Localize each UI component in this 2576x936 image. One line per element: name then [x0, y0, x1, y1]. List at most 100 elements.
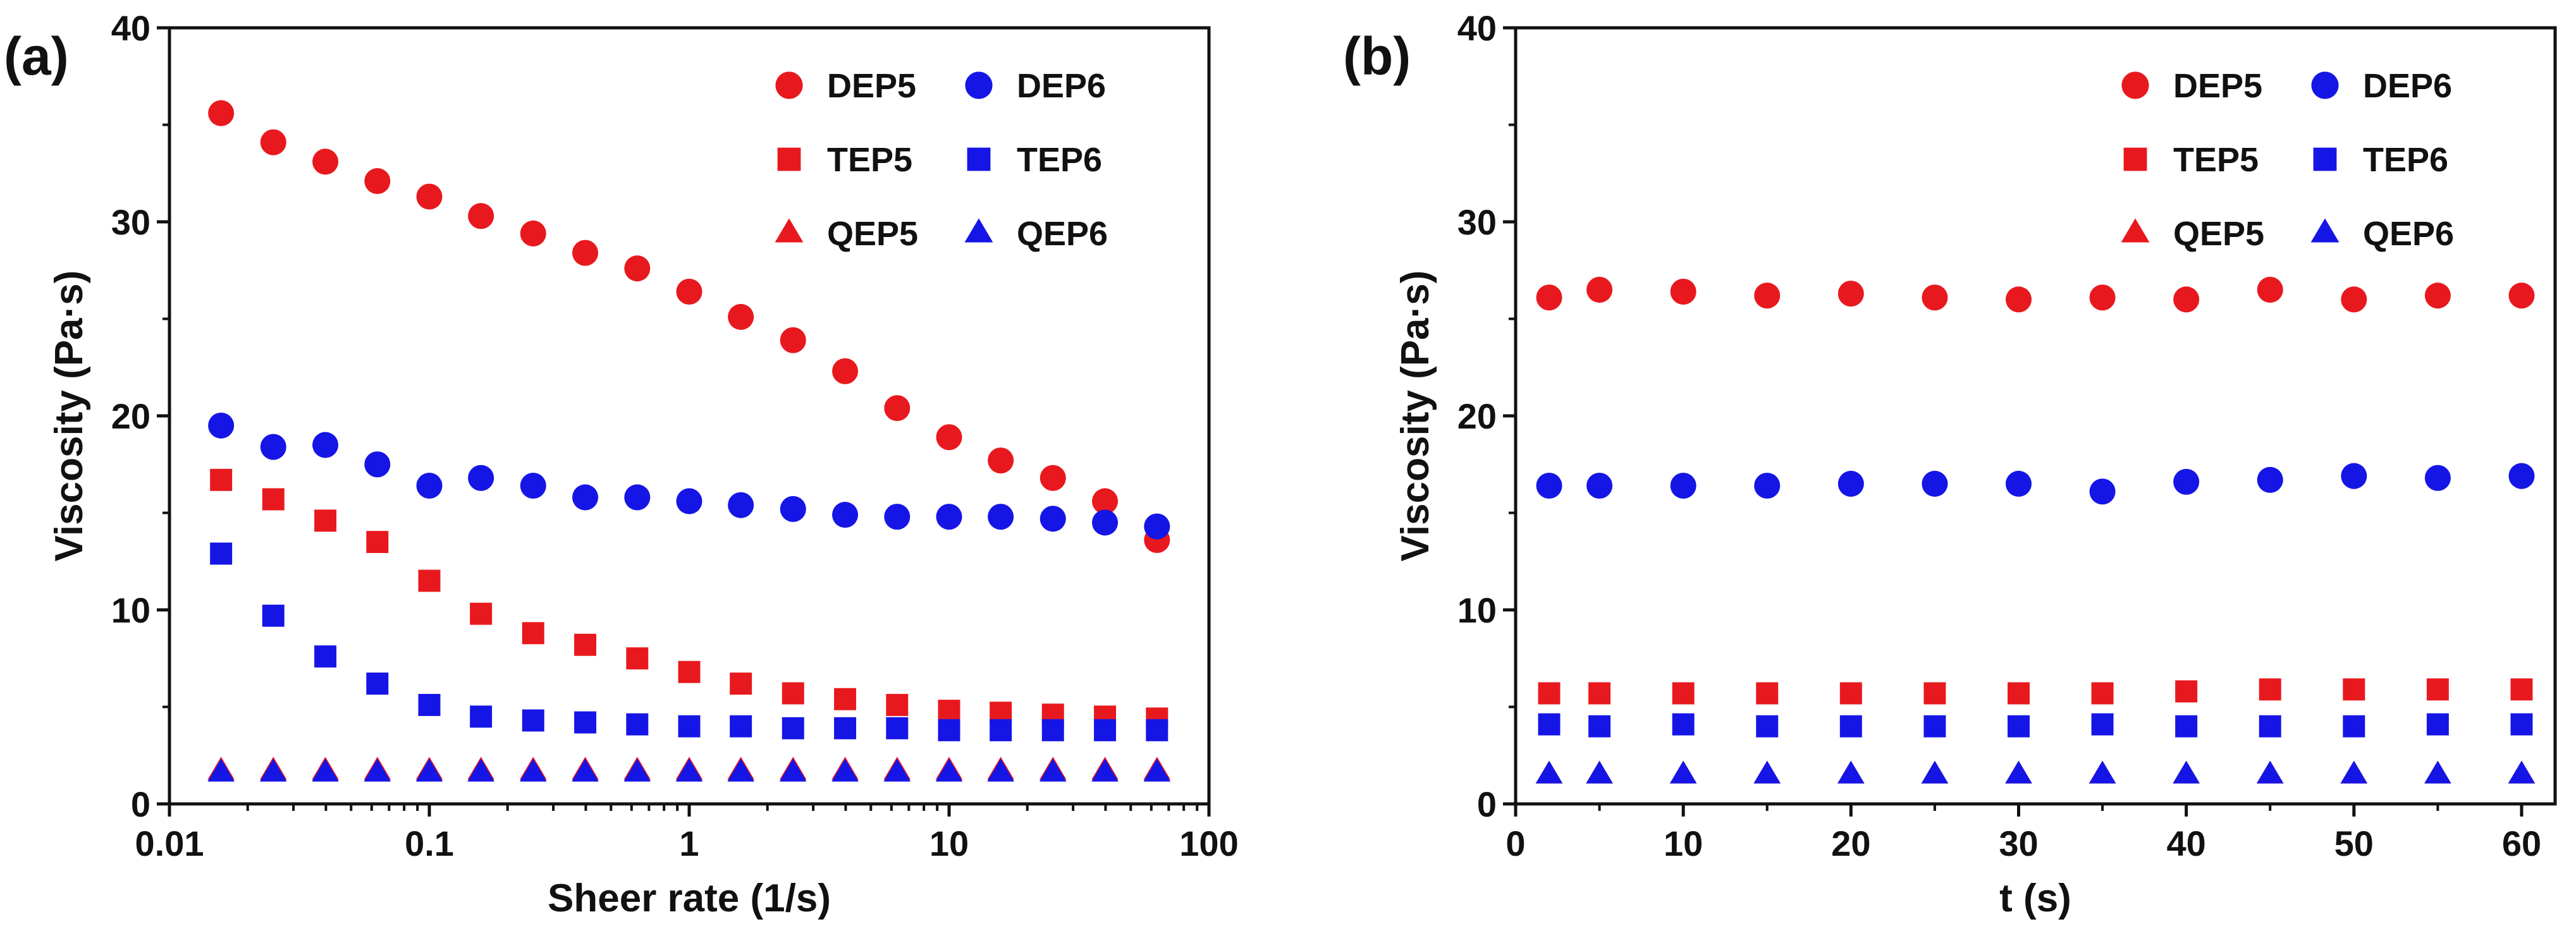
legend: DEP5 TEP5 QEP5 DEP6 TEP6 QEP6 [775, 67, 1108, 253]
data-point [727, 758, 754, 782]
data-point [312, 149, 339, 175]
data-point [1538, 713, 1561, 736]
y-tick-label: 40 [111, 8, 150, 48]
y-tick-label: 10 [111, 590, 150, 630]
data-point [2173, 468, 2200, 495]
data-point [1672, 682, 1695, 705]
data-point [623, 758, 651, 782]
y-axis-title: Viscosity (Pa·s) [1394, 270, 1437, 562]
data-point [364, 168, 391, 195]
data-point [987, 758, 1014, 782]
data-point [2424, 465, 2451, 491]
data-point [1754, 283, 1781, 309]
data-point [1146, 719, 1168, 741]
series-dep6 [1536, 463, 2535, 505]
data-point [938, 719, 960, 741]
data-point [2008, 682, 2030, 705]
data-point [886, 717, 909, 739]
y-tick-label: 30 [111, 202, 150, 242]
data-point [832, 358, 859, 384]
data-point [312, 432, 339, 458]
data-point [470, 705, 493, 728]
series-tep6 [210, 542, 1168, 741]
legend-marker [967, 147, 991, 171]
data-point [883, 758, 911, 782]
data-point [208, 412, 235, 439]
data-point [210, 468, 233, 491]
legend-label: QEP5 [827, 215, 918, 253]
data-point [2508, 283, 2535, 309]
data-point [2426, 678, 2449, 701]
legend-label: QEP6 [1017, 215, 1108, 253]
y-tick-label: 10 [1457, 590, 1497, 630]
data-point [2508, 760, 2536, 784]
data-point [1837, 470, 1864, 497]
data-point [780, 327, 806, 353]
data-point [522, 622, 544, 645]
data-point [834, 688, 857, 710]
data-point [1586, 760, 1613, 784]
data-point [2257, 276, 2283, 303]
data-point [2426, 713, 2449, 736]
data-point [1670, 279, 1696, 305]
data-point [2005, 760, 2032, 784]
data-point [2175, 680, 2198, 703]
data-point [2256, 760, 2284, 784]
data-point [2340, 760, 2368, 784]
data-point [2343, 715, 2365, 738]
data-point [2005, 470, 2032, 497]
data-point [2175, 715, 2198, 738]
y-tick-label: 20 [111, 396, 150, 436]
data-point [416, 183, 443, 210]
panel-label: (b) [1343, 27, 1411, 86]
x-tick-label: 20 [1831, 824, 1870, 863]
x-tick-label: 1 [679, 824, 699, 863]
data-point [782, 682, 804, 705]
data-point [1670, 473, 1696, 499]
data-point [990, 719, 1012, 741]
data-point [1092, 509, 1119, 536]
data-point [1588, 715, 1611, 738]
data-point [262, 604, 285, 627]
data-point [418, 693, 441, 716]
data-point [2257, 466, 2283, 493]
data-point [2424, 283, 2451, 309]
data-point [415, 758, 443, 782]
data-point [2259, 715, 2281, 738]
x-tick-label: 10 [1664, 824, 1703, 863]
legend-marker [2121, 218, 2150, 243]
data-point [884, 395, 911, 422]
data-point [1040, 506, 1066, 532]
series-dep5 [1536, 276, 2535, 313]
data-point [2089, 284, 2116, 311]
data-point [574, 633, 597, 656]
x-axis-title: t (s) [1999, 877, 2071, 920]
data-point [624, 255, 651, 282]
data-point [1839, 715, 1862, 738]
data-point [2173, 286, 2200, 313]
data-point [1039, 758, 1067, 782]
legend-label: QEP5 [2173, 215, 2264, 253]
data-point [834, 717, 857, 739]
x-tick-label: 0 [1506, 824, 1525, 863]
legend-marker [964, 218, 993, 243]
data-point [1144, 513, 1170, 540]
series-dep6 [208, 412, 1170, 540]
data-point [988, 504, 1014, 530]
data-point [730, 672, 752, 695]
data-point [314, 645, 337, 668]
data-point [782, 717, 804, 739]
data-point [936, 504, 962, 530]
data-point [780, 495, 806, 522]
data-point [2089, 478, 2116, 505]
data-point [1837, 760, 1865, 784]
data-point [1586, 276, 1613, 303]
y-tick-label: 0 [131, 784, 150, 824]
data-point [572, 240, 599, 266]
data-point [1536, 473, 1562, 499]
legend-label: DEP5 [827, 67, 916, 105]
y-tick-label: 0 [1477, 784, 1497, 824]
x-tick-label: 30 [1999, 824, 2038, 863]
data-point [2091, 713, 2114, 736]
